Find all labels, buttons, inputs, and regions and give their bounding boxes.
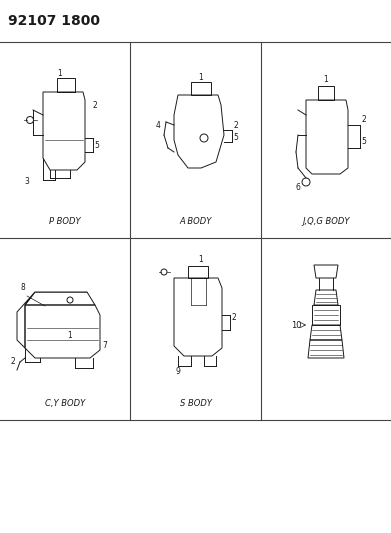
Text: 2: 2 [362,116,366,125]
Text: 5: 5 [362,138,366,147]
Text: 5: 5 [95,141,99,149]
Text: 7: 7 [102,341,108,350]
Text: A BODY: A BODY [180,217,212,226]
Text: 4: 4 [156,120,160,130]
Text: 3: 3 [25,177,29,187]
Text: J,Q,G BODY: J,Q,G BODY [302,217,350,226]
Text: 1: 1 [199,255,203,264]
Text: 8: 8 [21,284,25,293]
Text: 1: 1 [324,76,328,85]
Text: 1: 1 [57,69,63,78]
Text: 2: 2 [234,120,239,130]
Text: 2: 2 [231,313,237,322]
Text: 2: 2 [11,358,15,367]
Text: P BODY: P BODY [49,217,81,226]
Text: 10: 10 [291,320,301,329]
Text: 5: 5 [233,133,239,142]
Text: 2: 2 [93,101,97,109]
Text: 92107 1800: 92107 1800 [8,14,100,28]
Text: 1: 1 [68,330,72,340]
Text: S BODY: S BODY [180,399,212,408]
Text: C,Y BODY: C,Y BODY [45,399,85,408]
Text: 1: 1 [199,72,203,82]
Text: 9: 9 [176,367,180,376]
Text: 6: 6 [296,183,300,192]
